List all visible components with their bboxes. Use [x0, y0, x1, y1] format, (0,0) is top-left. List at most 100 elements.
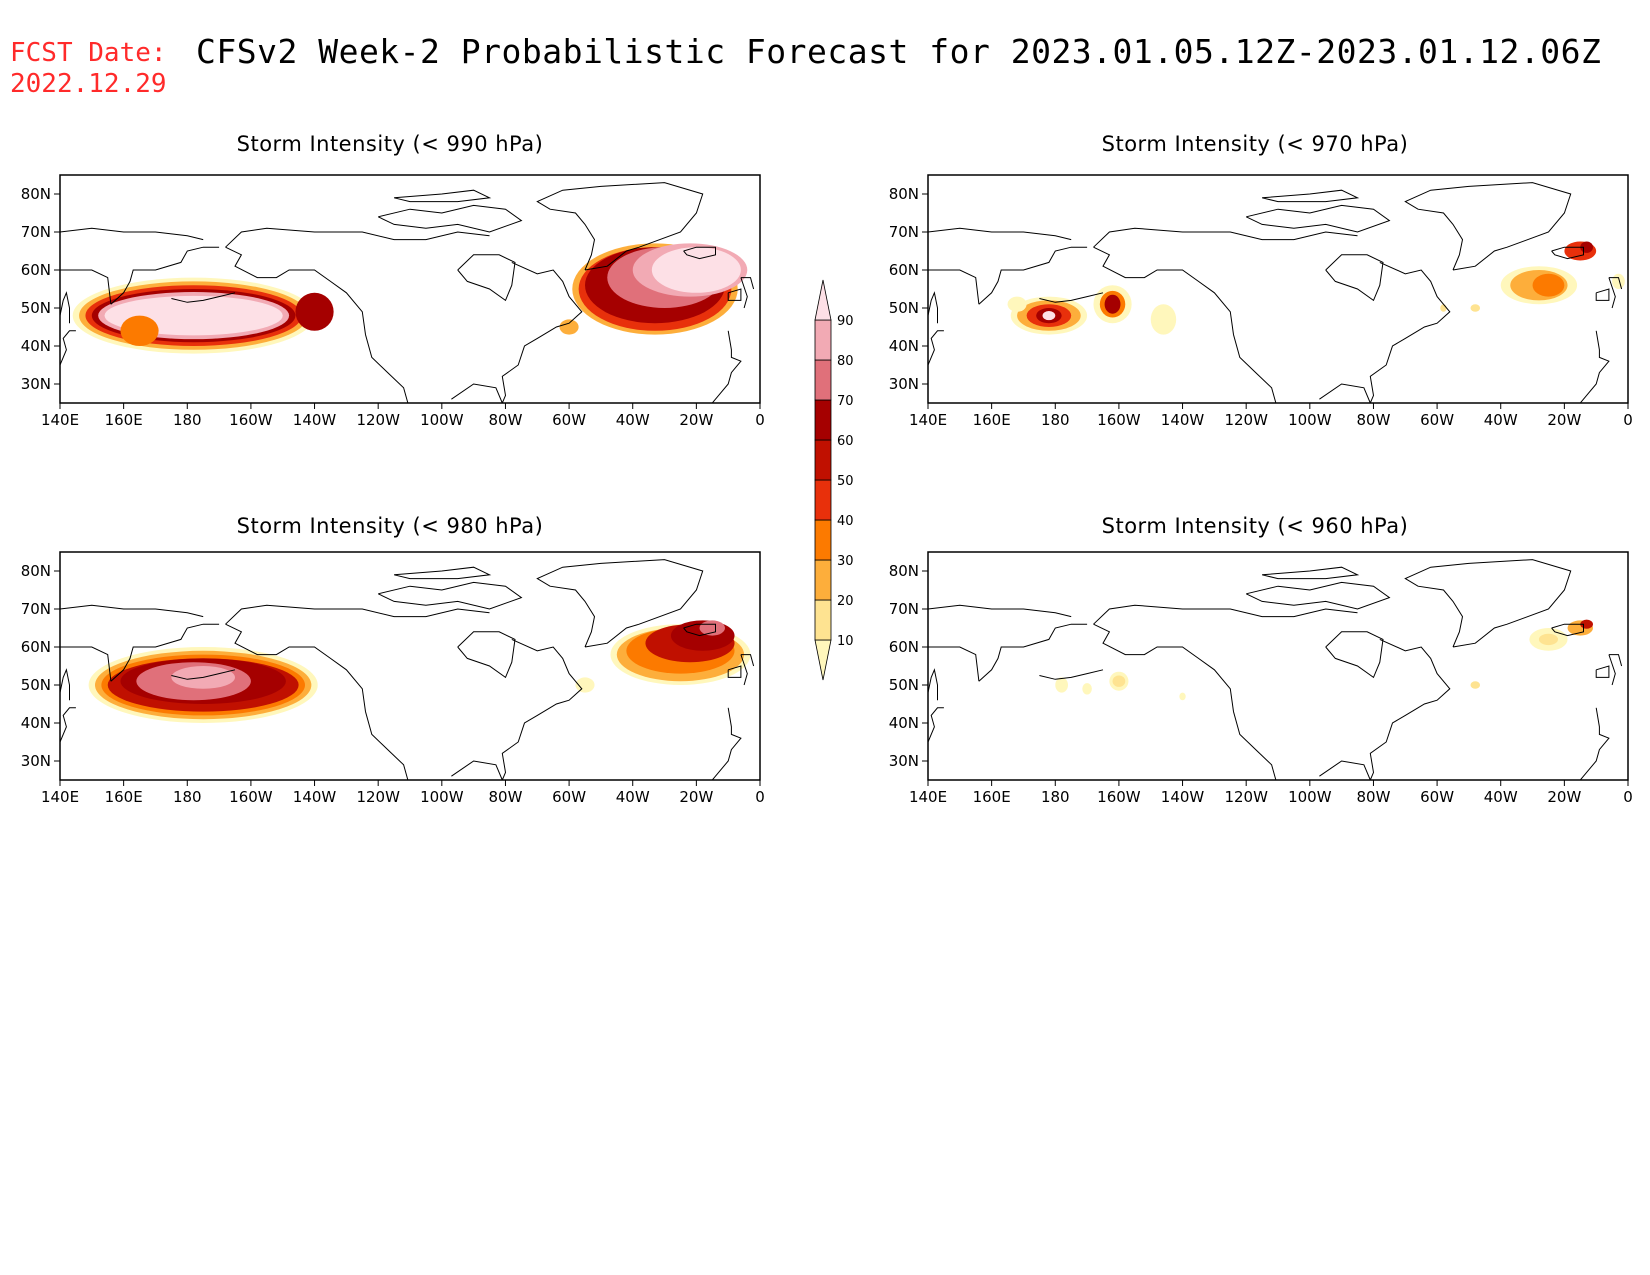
coastline	[536, 559, 704, 648]
coastline	[110, 246, 220, 305]
lat-tick-label: 50N	[889, 299, 919, 317]
probability-shading	[1470, 681, 1481, 689]
coastline	[740, 654, 755, 686]
lon-tick-label: 60W	[552, 788, 586, 806]
lon-tick-label: 140W	[293, 411, 337, 429]
coastline	[110, 623, 220, 682]
coastline	[393, 566, 492, 580]
lat-tick-label: 70N	[889, 600, 919, 618]
lon-tick-label: 160E	[973, 411, 1011, 429]
coastline	[377, 204, 523, 233]
lon-tick-label: 180	[173, 788, 202, 806]
lon-tick-label: 80W	[488, 788, 522, 806]
lon-tick-label: 20W	[1547, 788, 1581, 806]
lat-tick-label: 30N	[21, 375, 51, 393]
lon-tick-label: 160W	[1097, 788, 1141, 806]
forecast-date-label: FCST Date:	[10, 38, 167, 68]
coastline	[1551, 246, 1584, 260]
probability-shading	[1532, 273, 1565, 297]
probability-shading	[1440, 304, 1447, 312]
lat-tick-label: 50N	[889, 676, 919, 694]
lon-tick-label: 140E	[41, 788, 79, 806]
probability-shading	[575, 677, 595, 693]
lat-tick-label: 30N	[21, 752, 51, 770]
lat-tick-label: 70N	[21, 223, 51, 241]
colorbar-segment	[814, 599, 832, 641]
lon-tick-label: 120W	[1224, 788, 1268, 806]
coastline	[727, 288, 742, 301]
probability-shading	[120, 315, 159, 346]
probability-shading	[1042, 311, 1056, 321]
coastline	[1261, 566, 1360, 580]
coastline	[60, 668, 70, 701]
colorbar-bottom-arrow	[814, 639, 832, 681]
coastline	[1261, 189, 1360, 203]
lon-tick-label: 100W	[420, 788, 464, 806]
lat-tick-label: 80N	[21, 185, 51, 203]
lon-tick-label: 40W	[616, 788, 650, 806]
lon-tick-label: 60W	[1420, 411, 1454, 429]
coastline	[928, 707, 944, 743]
probability-shading	[295, 292, 334, 331]
lon-tick-label: 160W	[229, 788, 273, 806]
coastline	[1608, 277, 1623, 309]
lat-tick-label: 60N	[21, 261, 51, 279]
lon-tick-label: 120W	[356, 788, 400, 806]
panel-title-990: Storm Intensity (< 990 hPa)	[236, 132, 544, 156]
probability-shading	[1179, 692, 1186, 701]
lon-tick-label: 0	[1623, 788, 1633, 806]
lon-tick-label: 180	[173, 411, 202, 429]
coastline	[1245, 581, 1391, 610]
lon-tick-label: 180	[1041, 411, 1070, 429]
coastline	[1039, 292, 1104, 303]
coastline	[60, 646, 112, 682]
coastline	[171, 292, 236, 303]
lat-tick-label: 40N	[21, 337, 51, 355]
lat-tick-label: 70N	[21, 600, 51, 618]
coastline	[225, 227, 490, 248]
lon-tick-label: 160E	[105, 788, 143, 806]
probability-shading	[1150, 304, 1177, 335]
lon-tick-label: 140W	[1161, 411, 1205, 429]
coastline	[60, 604, 204, 618]
lon-tick-label: 160E	[973, 788, 1011, 806]
coastline	[1245, 204, 1391, 233]
colorbar-segment	[814, 559, 832, 601]
coastline	[1093, 623, 1277, 780]
coastline	[928, 269, 980, 305]
coastline	[928, 604, 1072, 618]
coastline	[1039, 669, 1104, 680]
lon-tick-label: 160W	[229, 411, 273, 429]
colorbar-segment	[814, 439, 832, 481]
lon-tick-label: 140E	[909, 411, 947, 429]
lon-tick-label: 80W	[488, 411, 522, 429]
probability-shading	[699, 620, 725, 636]
lon-tick-label: 160E	[105, 411, 143, 429]
coastline	[740, 277, 755, 309]
coastline	[60, 269, 112, 305]
coastline	[928, 291, 938, 324]
probability-shading	[1104, 294, 1121, 314]
colorbar-label: 20	[837, 594, 854, 609]
map-panel-960: 80N 70N 60N 50N 40N 30N 140E 160E 180 160W 140W 120…	[889, 551, 1633, 806]
map-panel-970: 80N 70N 60N 50N 40N 30N 140E 160E 180 160W 140W 120…	[889, 174, 1633, 429]
coastline	[1595, 288, 1610, 301]
coastline	[225, 623, 409, 780]
colorbar-label: 50	[837, 474, 854, 489]
coastline	[711, 330, 742, 403]
coastline	[978, 623, 1088, 682]
map-frame	[59, 174, 761, 404]
coastline	[928, 227, 1072, 241]
lat-tick-label: 30N	[889, 752, 919, 770]
lon-tick-label: 20W	[679, 788, 713, 806]
lon-tick-label: 40W	[616, 411, 650, 429]
coastline	[60, 227, 204, 241]
coastline	[1319, 638, 1451, 780]
coastline	[536, 182, 704, 271]
coastline	[1404, 559, 1572, 648]
lat-tick-label: 60N	[21, 638, 51, 656]
lat-tick-label: 80N	[889, 185, 919, 203]
probability-shading	[1470, 304, 1481, 312]
coastline	[225, 604, 490, 625]
lon-tick-label: 20W	[679, 411, 713, 429]
